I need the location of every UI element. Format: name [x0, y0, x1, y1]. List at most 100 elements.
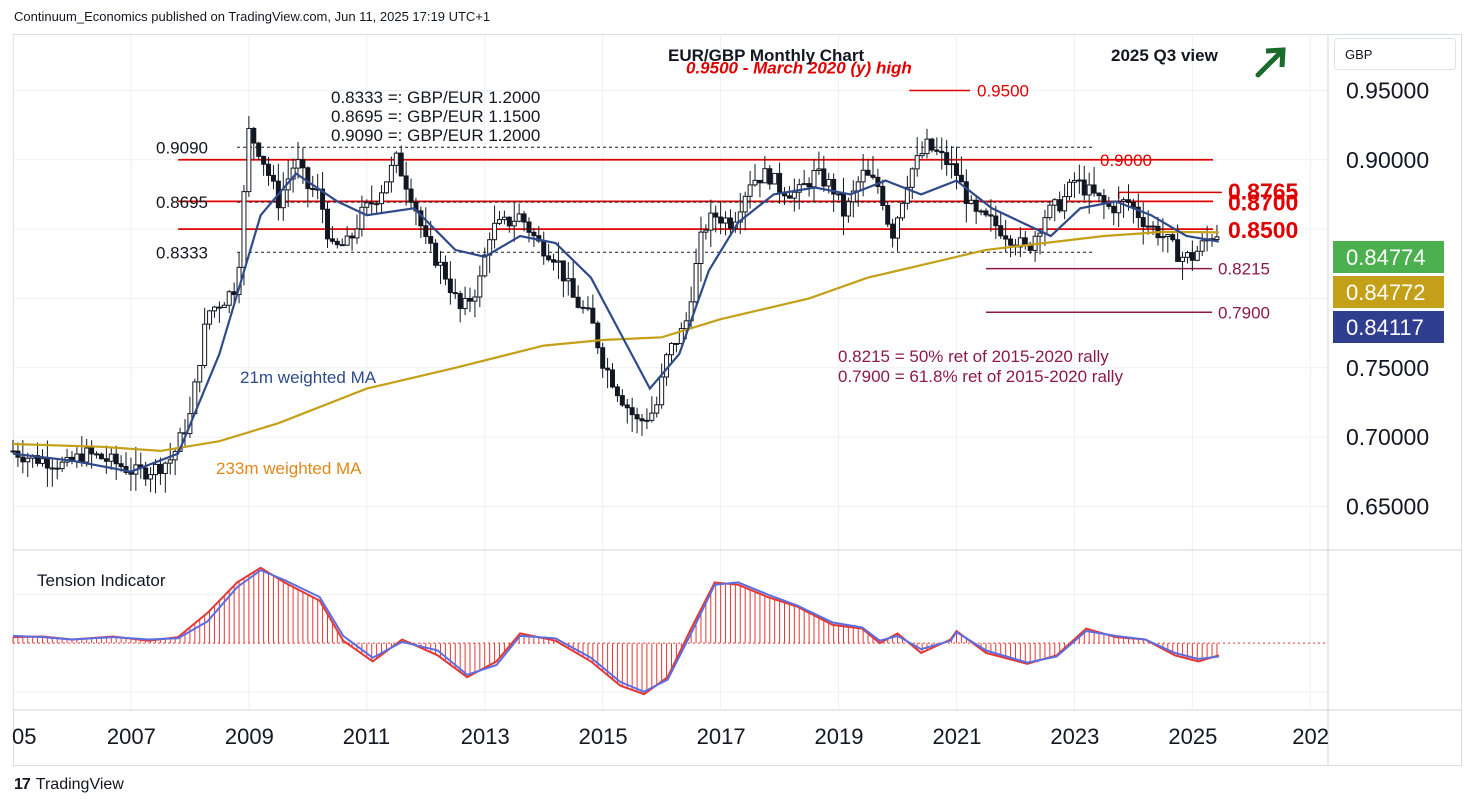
tension-title: Tension Indicator — [37, 571, 166, 590]
ma233-line — [12, 230, 1219, 453]
candle-body — [423, 225, 429, 238]
resistance-label: 0.8500 — [1228, 217, 1298, 243]
tension-fast-line — [12, 566, 1220, 696]
candle-body — [624, 404, 630, 409]
candle-body — [231, 291, 237, 296]
candle-body — [1057, 199, 1063, 212]
conversion-note: 0.8333 =: GBP/EUR 1.2000 — [331, 88, 540, 107]
conversion-note: 0.8695 =: GBP/EUR 1.1500 — [331, 107, 540, 126]
candle-body — [821, 168, 827, 187]
candle-body — [1096, 192, 1102, 197]
arrow-shaft — [1255, 50, 1283, 78]
candle-body — [845, 201, 851, 217]
candle-body — [659, 376, 665, 406]
candle-body — [939, 150, 945, 154]
candle-body — [860, 169, 866, 183]
candle-body — [772, 172, 778, 185]
candle-body — [1076, 179, 1082, 182]
tension-slow-line — [12, 569, 1220, 693]
candle-body — [742, 195, 748, 213]
candle-body — [329, 238, 335, 242]
candle-body — [1037, 232, 1043, 237]
candle-body — [270, 174, 276, 182]
candle-body — [1214, 236, 1220, 241]
high-label: 0.9500 — [977, 81, 1029, 100]
candle-body — [84, 447, 90, 463]
candle-body — [531, 231, 537, 237]
candle-body — [349, 235, 355, 239]
candle-body — [816, 168, 822, 172]
candle-body — [246, 127, 252, 193]
left-level-label: 0.8333 — [156, 243, 208, 262]
candle-body — [103, 458, 109, 462]
x-tick-label: 2011 — [343, 724, 390, 749]
x-tick-label: 2013 — [461, 724, 510, 749]
price-badge — [1333, 311, 1444, 343]
candle-body — [1170, 234, 1176, 241]
candle-body — [801, 183, 807, 186]
candle-body — [909, 168, 915, 188]
y-tick-label: 0.70000 — [1346, 424, 1429, 450]
candle-body — [796, 184, 802, 193]
axes: 0.95000 0.90000 0.75000 0.70000 0.65000 05 200… — [12, 35, 1462, 766]
candle-body — [521, 213, 527, 223]
candle-body — [919, 153, 925, 157]
candle-body — [1135, 206, 1141, 219]
support-label: 0.8215 — [1218, 260, 1270, 279]
candle-body — [1022, 237, 1028, 245]
candle-body — [983, 210, 989, 216]
candle-body — [723, 217, 729, 224]
candle-body — [457, 293, 463, 310]
currency-button[interactable]: GBP — [1334, 38, 1456, 70]
candle-body — [1145, 225, 1151, 228]
candle-body — [904, 186, 910, 204]
candle-body — [885, 204, 891, 225]
footer-brand: TradingView — [35, 776, 124, 793]
x-tick-label: 2015 — [579, 724, 628, 749]
ma233-label: 233m weighted MA — [216, 459, 362, 478]
candle-body — [433, 242, 439, 266]
y-tick-label: 0.95000 — [1346, 77, 1429, 103]
candle-body — [924, 138, 930, 155]
candle-body — [374, 203, 380, 206]
candle-body — [118, 463, 124, 468]
candle-body — [1150, 225, 1156, 228]
candle-body — [944, 152, 950, 166]
candle-body — [811, 170, 817, 188]
candle-body — [108, 453, 114, 462]
x-tick-label: 2007 — [107, 724, 156, 749]
candle-body — [492, 222, 498, 241]
candle-body — [693, 263, 699, 303]
resistance-label: 0.9000 — [1100, 151, 1152, 170]
candle-body — [949, 163, 955, 166]
ma21-label: 21m weighted MA — [240, 368, 377, 387]
candle-body — [251, 127, 257, 144]
candle-body — [408, 188, 414, 203]
candle-body — [895, 217, 901, 239]
candle-body — [565, 278, 571, 282]
candle-body — [197, 364, 203, 383]
candle-body — [968, 199, 974, 204]
candle-body — [511, 220, 517, 227]
candle-body — [673, 342, 679, 345]
candle-body — [49, 467, 55, 470]
candle-body — [452, 292, 458, 295]
candle-body — [1042, 217, 1048, 234]
candle-body — [359, 206, 365, 230]
candle-body — [757, 179, 763, 184]
candle-body — [148, 474, 154, 480]
tension-panel: Tension Indicator — [12, 566, 1220, 696]
x-tick-label: 2017 — [697, 724, 746, 749]
candle-body — [447, 278, 453, 294]
candle-body — [369, 202, 375, 205]
chart-title: EUR/GBP Monthly Chart — [668, 46, 864, 65]
candle-body — [305, 167, 311, 190]
candle-body — [806, 183, 812, 188]
arrow-head — [1265, 47, 1286, 68]
candle-body — [25, 457, 31, 463]
publisher-line: Continuum_Economics published on Trading… — [14, 9, 491, 24]
candles — [10, 116, 1220, 494]
candle-body — [1047, 204, 1053, 219]
